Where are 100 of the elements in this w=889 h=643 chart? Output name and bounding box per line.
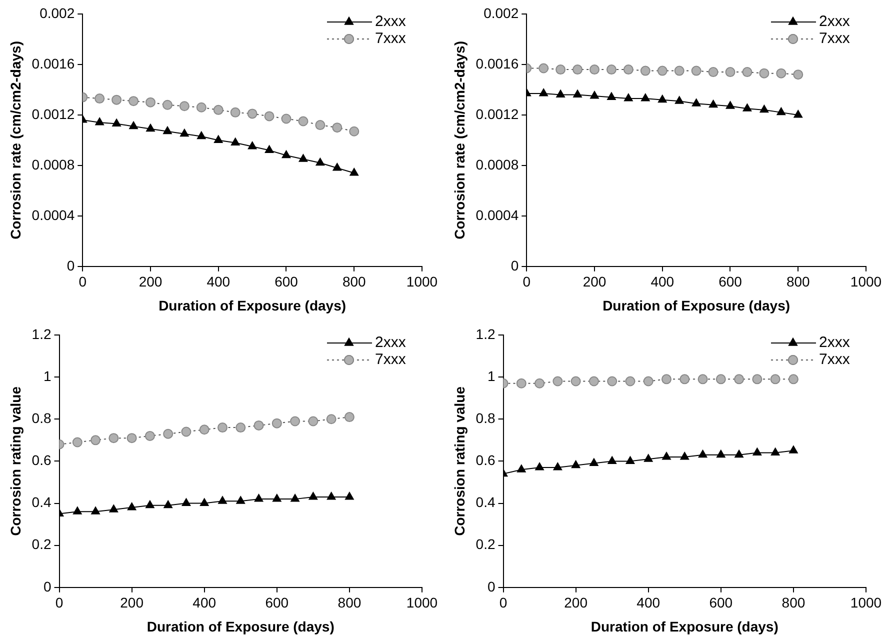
point <box>264 111 274 122</box>
point <box>180 128 189 137</box>
y-tick-label: 0.0008 <box>476 156 519 172</box>
point <box>254 494 264 502</box>
x-tick-label: 600 <box>718 274 742 290</box>
point <box>571 460 580 468</box>
point <box>643 376 654 386</box>
y-tick-label: 0.2 <box>476 536 496 552</box>
point <box>108 433 119 444</box>
point <box>214 135 223 143</box>
point <box>770 374 780 384</box>
point <box>298 154 308 162</box>
point <box>308 416 318 426</box>
x-tick-label: 800 <box>342 274 366 290</box>
point <box>680 452 690 460</box>
y-tick-label: 0.6 <box>476 452 496 468</box>
x-tick-label: 800 <box>338 594 362 611</box>
x-tick-label: 600 <box>265 594 289 611</box>
point <box>680 374 690 384</box>
point <box>162 100 172 110</box>
point <box>662 452 671 460</box>
legend-label: 7xxx <box>375 351 406 368</box>
point <box>112 94 122 105</box>
legend-label: 7xxx <box>819 30 850 48</box>
x-tick-label: 800 <box>786 274 810 290</box>
y-tick-label: 0.0016 <box>476 55 519 72</box>
point <box>272 418 282 428</box>
x-axis-title: Duration of Exposure (days) <box>146 618 334 634</box>
point <box>128 96 139 106</box>
legend-label: 2xxx <box>819 13 850 30</box>
x-tick-label: 1000 <box>850 594 882 611</box>
point <box>716 374 726 384</box>
point <box>315 120 326 130</box>
point <box>144 430 155 441</box>
y-tick-label: 1 <box>487 368 496 384</box>
point <box>326 414 336 424</box>
x-tick-label: 400 <box>206 274 230 290</box>
point <box>534 378 545 388</box>
point <box>607 376 618 386</box>
y-tick-label: 0 <box>510 257 519 274</box>
point <box>281 114 292 124</box>
y-tick-label: 0.0008 <box>32 156 75 172</box>
point <box>236 422 246 433</box>
x-tick-label: 800 <box>782 594 806 611</box>
legend-label: 7xxx <box>819 351 850 368</box>
x-tick-label: 200 <box>120 594 144 611</box>
x-axis-title: Duration of Exposure (days) <box>602 297 790 314</box>
point <box>199 424 210 435</box>
point <box>95 118 104 126</box>
point <box>344 412 354 422</box>
point <box>91 506 100 514</box>
point <box>345 492 354 500</box>
y-tick-label: 0 <box>66 257 75 274</box>
point <box>182 498 191 506</box>
point <box>272 494 282 502</box>
legend-label: 7xxx <box>375 30 406 48</box>
point <box>236 496 246 504</box>
point <box>698 374 708 384</box>
legend-label: 2xxx <box>375 334 406 352</box>
point <box>179 101 190 112</box>
point <box>570 376 581 386</box>
x-axis-title: Duration of Exposure (days) <box>158 297 346 314</box>
point <box>752 374 762 384</box>
point <box>290 416 300 426</box>
point <box>282 150 291 158</box>
x-axis-title: Duration of Exposure (days) <box>590 618 778 634</box>
x-tick-label: 0 <box>78 274 87 290</box>
point <box>350 168 359 176</box>
point <box>146 124 155 132</box>
point <box>517 464 526 472</box>
point <box>552 376 563 386</box>
point <box>181 426 192 437</box>
legend-label: 2xxx <box>375 13 406 30</box>
y-tick-label: 0.8 <box>32 410 52 426</box>
point <box>126 433 137 444</box>
point <box>588 376 599 386</box>
point <box>163 428 174 439</box>
y-tick-label: 0.002 <box>484 4 519 21</box>
point <box>94 94 105 104</box>
y-tick-label: 0.0012 <box>32 106 75 122</box>
y-tick-label: 1.2 <box>476 326 496 342</box>
point <box>196 102 206 112</box>
point <box>230 138 240 146</box>
point <box>788 374 798 384</box>
y-tick-label: 0.4 <box>32 494 52 510</box>
point <box>164 500 172 508</box>
point <box>349 126 360 136</box>
point <box>145 97 156 108</box>
point <box>734 450 744 458</box>
y-tick-label: 0 <box>43 578 52 594</box>
point <box>626 456 635 464</box>
y-axis-title: Corrosion rating value <box>451 386 468 536</box>
point <box>316 158 325 166</box>
x-tick-label: 200 <box>564 594 588 611</box>
x-tick-label: 400 <box>192 594 216 611</box>
point <box>789 446 798 454</box>
point <box>326 492 336 500</box>
point <box>516 378 526 388</box>
point <box>661 374 672 384</box>
point <box>698 450 708 458</box>
